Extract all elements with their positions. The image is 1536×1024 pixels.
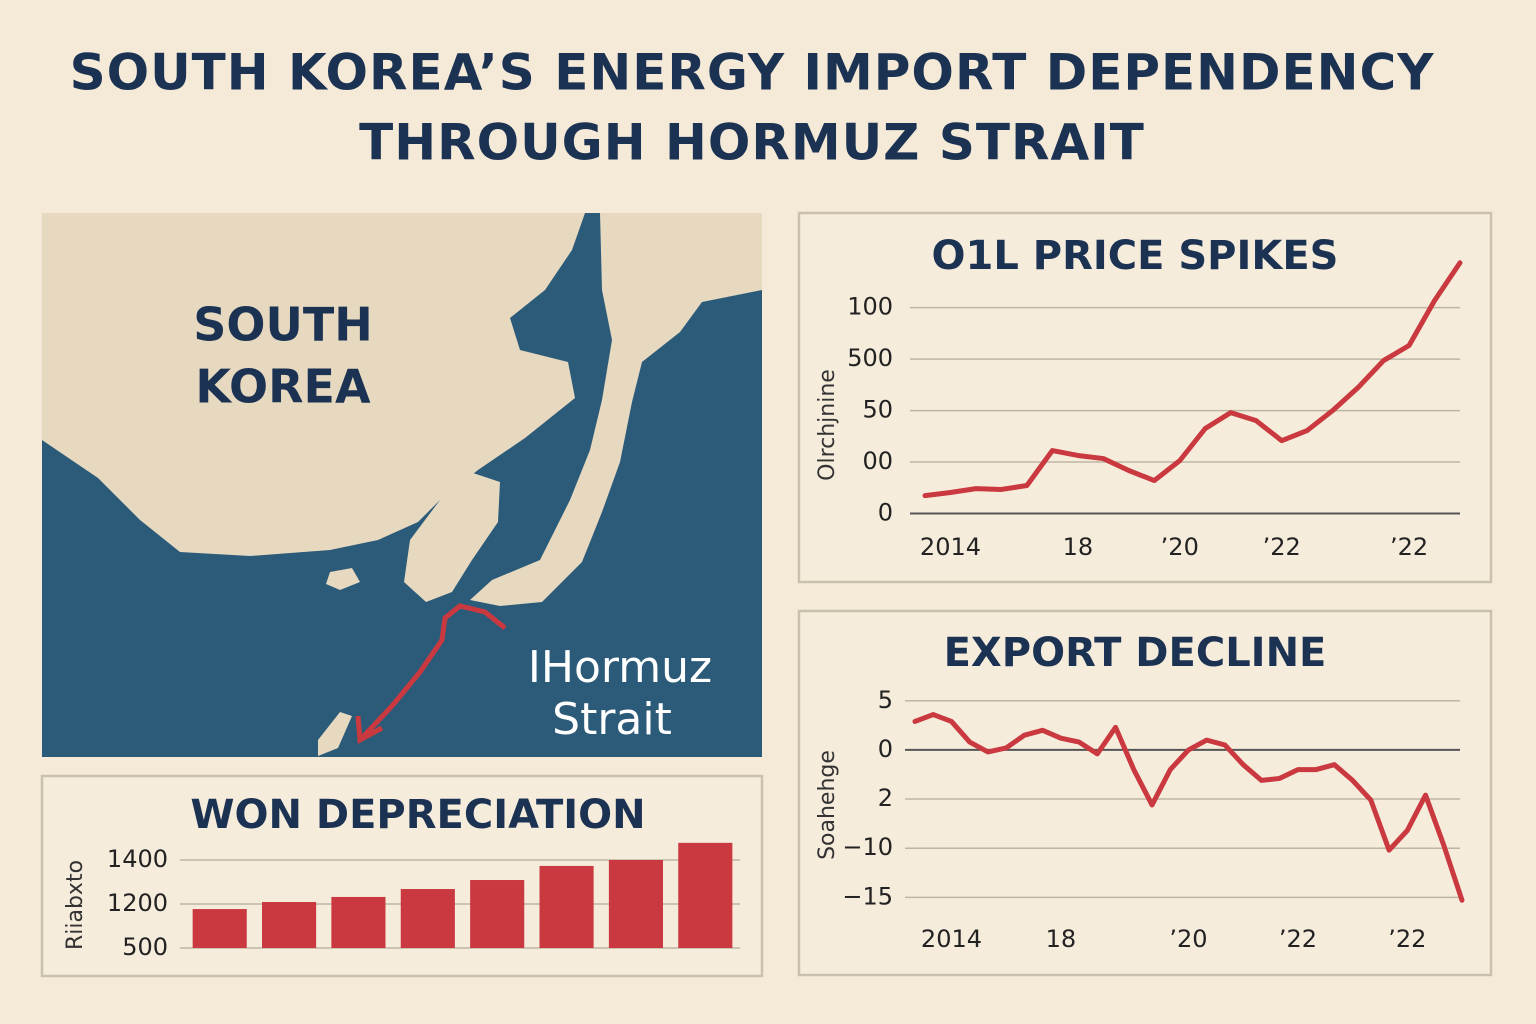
map-label: SOUTH bbox=[193, 298, 372, 352]
x-tick-label: ’20 bbox=[1169, 925, 1207, 953]
x-tick-label: 18 bbox=[1046, 925, 1077, 953]
y-tick-label: 0 bbox=[878, 499, 893, 527]
y-tick-label: 1200 bbox=[107, 889, 168, 917]
peninsula bbox=[404, 472, 500, 602]
y-tick-label: 500 bbox=[847, 344, 893, 372]
route bbox=[358, 603, 507, 742]
x-tick-label: ’22 bbox=[1263, 533, 1301, 561]
bar bbox=[539, 865, 594, 948]
y-tick-label: 500 bbox=[122, 933, 168, 961]
bar bbox=[470, 880, 525, 948]
x-tick-label: ’22 bbox=[1390, 533, 1428, 561]
x-tick-label: 2014 bbox=[920, 533, 981, 561]
islands bbox=[470, 213, 762, 606]
island bbox=[326, 568, 360, 590]
y-tick-label: −10 bbox=[842, 833, 893, 861]
y-tick-label: −15 bbox=[842, 882, 893, 910]
route-arrow bbox=[355, 715, 384, 745]
chart-title: WON DEPRECIATION bbox=[190, 792, 645, 838]
map-label: Strait bbox=[552, 694, 672, 745]
chart-title: O1L PRICE SPIKES bbox=[932, 233, 1339, 279]
bar bbox=[608, 860, 663, 948]
x-tick-label: 2014 bbox=[921, 925, 982, 953]
map: SOUTH KOREA IHormuz Strait bbox=[42, 213, 762, 757]
panel bbox=[797, 211, 1493, 584]
mainland bbox=[42, 213, 585, 556]
page-title: THROUGH HORMUZ STRAIT bbox=[359, 114, 1145, 172]
bar bbox=[400, 889, 455, 948]
x-tick-label: ’22 bbox=[1279, 925, 1317, 953]
y-tick-label: 0 bbox=[878, 735, 893, 763]
x-tick-label: ’20 bbox=[1161, 533, 1199, 561]
y-axis-label: Soahehge bbox=[815, 750, 840, 860]
y-tick-label: 5 bbox=[878, 686, 893, 714]
bar bbox=[192, 909, 247, 948]
y-tick-label: 2 bbox=[878, 784, 893, 812]
map-label: IHormuz bbox=[528, 642, 712, 693]
y-tick-label: 1400 bbox=[107, 845, 168, 873]
bar bbox=[331, 896, 386, 948]
bar bbox=[678, 842, 733, 948]
y-tick-label: 00 bbox=[862, 447, 893, 475]
y-axis-label: Riiabxto bbox=[63, 860, 88, 950]
x-tick-label: ’22 bbox=[1388, 925, 1426, 953]
page-title: SOUTH KOREA’S ENERGY IMPORT DEPENDENCY bbox=[70, 44, 1435, 102]
y-tick-label: 100 bbox=[847, 293, 893, 321]
line bbox=[922, 260, 1463, 499]
map-label: KOREA bbox=[195, 360, 371, 414]
bar bbox=[262, 902, 317, 948]
line bbox=[912, 712, 1465, 903]
x-tick-label: 18 bbox=[1063, 533, 1094, 561]
y-tick-label: 50 bbox=[862, 396, 893, 424]
island bbox=[318, 712, 352, 756]
y-axis-label: Olrchjnine bbox=[815, 369, 840, 481]
chart-title: EXPORT DECLINE bbox=[944, 630, 1327, 676]
